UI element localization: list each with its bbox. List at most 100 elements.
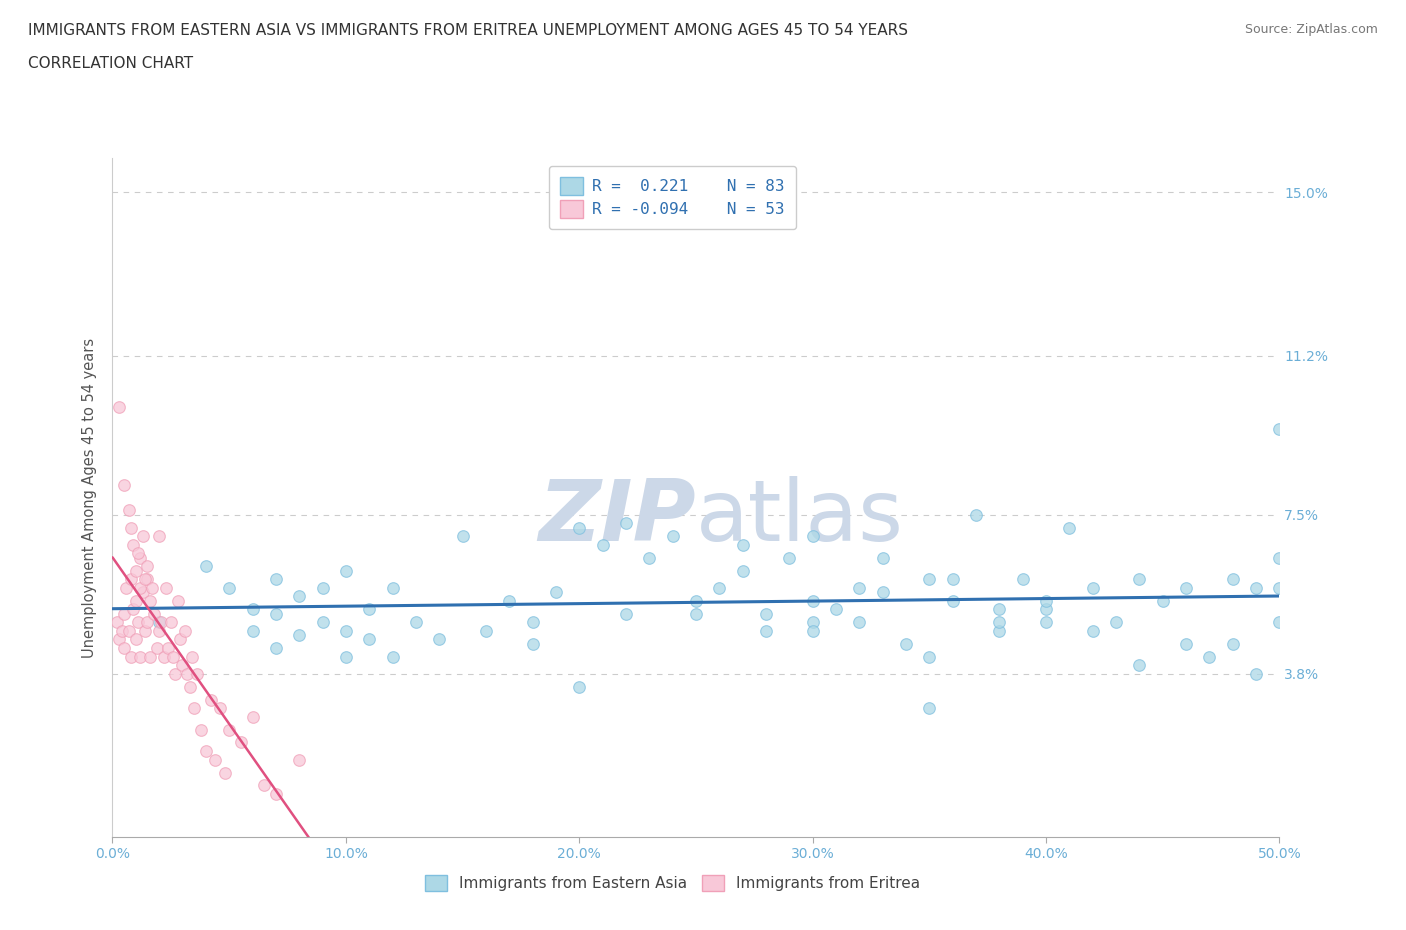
Point (166, 593, 188, 608)
Point (942, 593, 965, 608)
Point (1011, 572, 1033, 587)
Point (872, 551, 894, 565)
Point (120, 520, 142, 535)
Point (1268, 580, 1291, 595)
Point (801, 615, 824, 630)
Point (125, 564, 148, 578)
Point (381, 649, 404, 664)
Point (568, 520, 591, 535)
Point (153, 649, 176, 664)
Point (179, 679, 201, 694)
Point (136, 572, 159, 587)
Point (475, 623, 498, 638)
Point (359, 631, 381, 646)
Point (359, 602, 381, 617)
Point (288, 752, 311, 767)
Point (1105, 615, 1128, 630)
Point (264, 572, 287, 587)
Point (1175, 580, 1198, 595)
Point (190, 722, 212, 737)
Point (638, 551, 661, 565)
Point (112, 477, 135, 492)
Point (894, 636, 917, 651)
Point (1035, 593, 1057, 608)
Point (1198, 649, 1220, 664)
Text: CORRELATION CHART: CORRELATION CHART (28, 56, 193, 71)
Point (242, 710, 264, 724)
Point (335, 623, 357, 638)
Point (132, 529, 155, 544)
Point (157, 641, 180, 656)
Point (451, 529, 474, 544)
Point (311, 615, 333, 630)
Point (264, 641, 287, 656)
Point (108, 400, 131, 415)
Point (801, 529, 824, 544)
Point (592, 538, 614, 552)
Point (731, 538, 754, 552)
Point (242, 602, 264, 617)
Point (709, 580, 731, 595)
Point (115, 580, 138, 595)
Point (825, 602, 848, 617)
Point (176, 666, 198, 681)
Point (160, 615, 183, 630)
Point (136, 615, 159, 630)
Point (120, 649, 142, 664)
Point (685, 606, 707, 621)
Point (242, 623, 264, 638)
Point (264, 606, 287, 621)
Point (112, 641, 135, 656)
Point (918, 700, 941, 715)
Point (108, 631, 131, 646)
Point (1244, 666, 1267, 681)
Point (139, 649, 162, 664)
Point (381, 580, 404, 595)
Point (229, 735, 252, 750)
Point (218, 722, 240, 737)
Point (988, 602, 1011, 617)
Point (146, 641, 169, 656)
Point (988, 615, 1011, 630)
Point (112, 606, 135, 621)
Point (120, 572, 142, 587)
Point (801, 623, 824, 638)
Point (1081, 623, 1104, 638)
Text: atlas: atlas (696, 476, 904, 560)
Point (1244, 580, 1267, 595)
Point (965, 507, 987, 522)
Point (122, 602, 145, 617)
Point (1059, 520, 1081, 535)
Point (105, 615, 128, 630)
Point (311, 580, 333, 595)
Point (134, 572, 156, 587)
Point (208, 700, 231, 715)
Point (498, 593, 520, 608)
Legend: Immigrants from Eastern Asia, Immigrants from Eritrea: Immigrants from Eastern Asia, Immigrants… (419, 869, 927, 897)
Point (661, 529, 683, 544)
Y-axis label: Unemployment Among Ages 45 to 54 years: Unemployment Among Ages 45 to 54 years (82, 338, 97, 658)
Point (918, 572, 941, 587)
Point (136, 559, 159, 574)
Point (118, 623, 141, 638)
Point (755, 623, 778, 638)
Point (169, 631, 191, 646)
Point (848, 580, 870, 595)
Point (173, 623, 195, 638)
Point (264, 787, 287, 802)
Point (155, 580, 177, 595)
Point (141, 580, 163, 595)
Point (122, 538, 145, 552)
Point (183, 700, 205, 715)
Point (118, 503, 141, 518)
Point (186, 666, 208, 681)
Point (148, 615, 170, 630)
Point (253, 778, 276, 793)
Point (127, 615, 149, 630)
Text: ZIP: ZIP (538, 476, 696, 560)
Point (165, 666, 187, 681)
Point (1222, 572, 1244, 587)
Point (1035, 615, 1057, 630)
Text: Source: ZipAtlas.com: Source: ZipAtlas.com (1244, 23, 1378, 36)
Point (988, 623, 1011, 638)
